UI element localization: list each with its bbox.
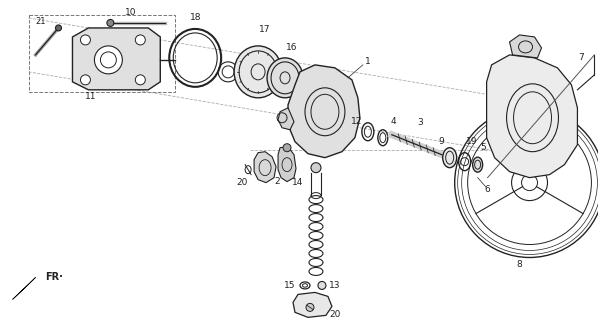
Text: 19: 19 [466,137,477,146]
Text: 10: 10 [125,8,136,18]
Ellipse shape [443,148,456,168]
Text: 20: 20 [237,178,248,187]
Text: 14: 14 [292,178,304,187]
Polygon shape [293,292,332,317]
Text: 7: 7 [579,53,584,62]
Text: 1: 1 [365,57,371,66]
Text: FR·: FR· [46,272,63,283]
Polygon shape [13,277,35,300]
Circle shape [135,35,146,45]
Text: 3: 3 [417,118,423,127]
Circle shape [80,35,90,45]
Text: 21: 21 [35,18,46,27]
Text: 6: 6 [485,185,491,194]
Circle shape [283,144,291,152]
Polygon shape [278,108,294,130]
Circle shape [311,163,321,173]
Text: 5: 5 [481,143,486,152]
Text: 15: 15 [285,281,296,290]
Text: 2: 2 [274,177,280,186]
Ellipse shape [473,157,483,172]
Polygon shape [72,28,161,90]
Text: 12: 12 [351,117,362,126]
Circle shape [80,75,90,85]
Text: 4: 4 [391,117,397,126]
Circle shape [101,52,116,68]
Polygon shape [510,35,541,58]
Text: 20: 20 [329,310,341,319]
Text: 16: 16 [286,44,298,52]
Ellipse shape [267,58,303,98]
Polygon shape [288,65,360,158]
Text: 18: 18 [189,13,201,22]
Polygon shape [278,147,296,182]
Ellipse shape [234,46,282,98]
Text: 13: 13 [329,281,341,290]
Text: 9: 9 [439,137,444,146]
Circle shape [318,281,326,289]
Circle shape [56,25,62,31]
Circle shape [306,303,314,311]
Circle shape [135,75,146,85]
Text: 17: 17 [259,25,271,35]
Text: 11: 11 [84,92,96,101]
Polygon shape [486,55,577,178]
Polygon shape [254,152,276,183]
Circle shape [107,20,114,27]
Circle shape [95,46,122,74]
Text: 8: 8 [517,260,522,269]
